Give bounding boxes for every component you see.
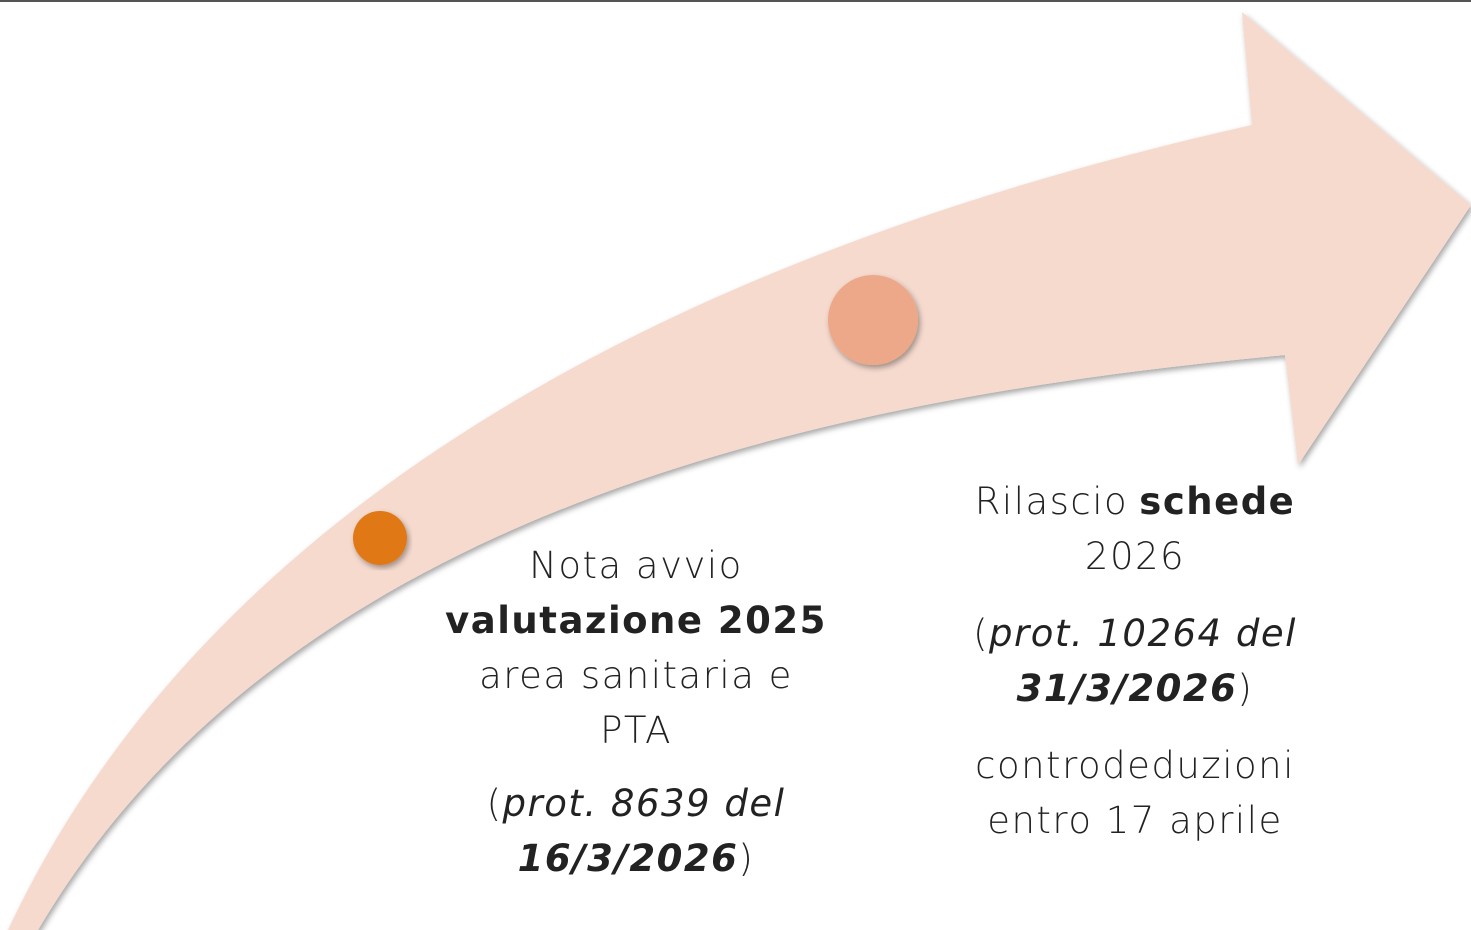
paragraph: controdeduzioni entro 17 aprile bbox=[975, 738, 1295, 848]
text-segment: ) bbox=[1237, 667, 1254, 710]
text-segment: Nota avvio bbox=[529, 544, 743, 587]
text-line: controdeduzioni bbox=[975, 738, 1295, 793]
milestone-dot bbox=[828, 275, 918, 365]
text-segment: prot. 8639 del bbox=[502, 782, 786, 825]
text-segment: prot. 10264 del bbox=[989, 612, 1297, 655]
text-line: 31/3/2026) bbox=[1017, 661, 1254, 716]
text-segment: 16/3/2026 bbox=[517, 837, 739, 880]
paragraph: (prot. 8639 del 16/3/2026) bbox=[487, 776, 786, 886]
text-segment: area sanitaria e bbox=[479, 654, 793, 697]
timeline-arrow bbox=[8, 12, 1471, 930]
text-line: (prot. 8639 del bbox=[487, 776, 786, 831]
paragraph: Rilascio schede 2026 bbox=[975, 474, 1296, 584]
text-line: entro 17 aprile bbox=[987, 793, 1283, 848]
milestone-text: Rilascio schede 2026 (prot. 10264 del 31/3/2… bbox=[935, 474, 1335, 848]
paragraph: (prot. 10264 del 31/3/2026) bbox=[973, 606, 1297, 716]
text-segment: 31/3/2026 bbox=[1016, 667, 1238, 710]
top-border bbox=[0, 0, 1471, 2]
text-line: area sanitaria e bbox=[479, 648, 793, 703]
milestone-text: Nota avvio valutazione 2025 area sanitaria… bbox=[436, 538, 836, 886]
milestone-dot bbox=[353, 511, 407, 565]
text-segment: ) bbox=[738, 837, 755, 880]
text-line: PTA bbox=[600, 703, 672, 758]
text-line: (prot. 10264 del bbox=[973, 606, 1297, 661]
text-line: Rilascio schede bbox=[975, 474, 1296, 529]
text-line: 16/3/2026) bbox=[518, 831, 755, 886]
text-line: valutazione 2025 bbox=[445, 593, 827, 648]
text-segment: PTA bbox=[600, 709, 672, 752]
text-segment: entro 17 aprile bbox=[987, 799, 1283, 842]
text-line: Nota avvio bbox=[529, 538, 743, 593]
text-line: 2026 bbox=[1085, 529, 1185, 584]
text-segment: controdeduzioni bbox=[975, 744, 1295, 787]
text-segment: 2026 bbox=[1084, 535, 1186, 578]
text-segment: ( bbox=[973, 612, 990, 655]
text-segment: Rilascio bbox=[974, 480, 1129, 523]
text-segment: valutazione 2025 bbox=[445, 599, 827, 642]
text-segment: ( bbox=[486, 782, 503, 825]
text-segment: schede bbox=[1139, 480, 1296, 523]
paragraph: Nota avvio valutazione 2025 area sanitaria… bbox=[445, 538, 827, 758]
